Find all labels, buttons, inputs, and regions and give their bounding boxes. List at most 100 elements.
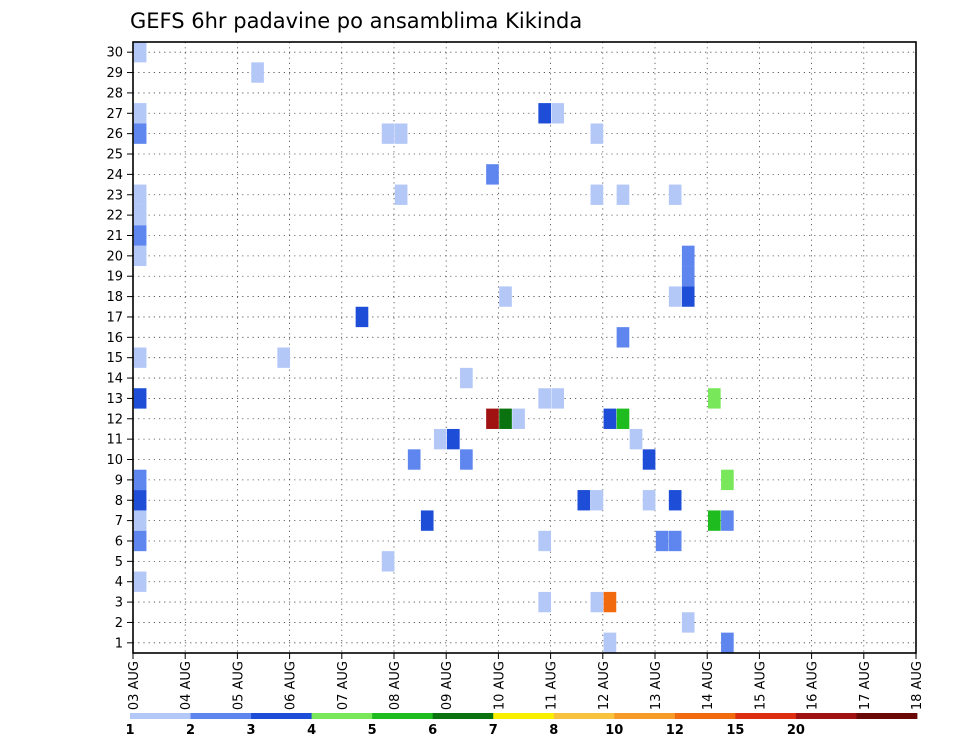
y-tick-label: 3 xyxy=(115,596,123,611)
data-cell xyxy=(133,388,147,409)
x-tick-label: 10 AUG xyxy=(492,661,507,710)
data-cell xyxy=(381,123,395,144)
y-tick-label: 20 xyxy=(106,249,123,264)
x-tick-label: 06 AUG xyxy=(284,661,299,710)
y-tick-label: 5 xyxy=(115,555,123,570)
y-tick-label: 6 xyxy=(115,534,123,549)
y-tick-label: 18 xyxy=(106,290,123,305)
y-tick-label: 17 xyxy=(106,310,123,325)
legend-swatch xyxy=(251,713,313,719)
data-cell xyxy=(616,408,630,429)
data-cell xyxy=(447,428,460,450)
y-tick-label: 2 xyxy=(115,616,123,631)
y-tick-label: 24 xyxy=(106,168,123,183)
legend-swatch xyxy=(130,713,191,719)
y-tick-label: 21 xyxy=(106,229,123,244)
color-legend: 1 2 3 4 5 6 7 8 10 12 15 20 xyxy=(125,713,918,738)
data-cell xyxy=(616,184,630,205)
legend-label: 8 xyxy=(549,723,558,738)
y-tick-label: 27 xyxy=(106,107,123,122)
y-tick-label: 10 xyxy=(106,453,123,468)
data-cell xyxy=(407,449,421,470)
data-cell xyxy=(512,408,525,429)
data-cell xyxy=(460,449,473,470)
legend-swatch xyxy=(190,713,252,719)
legend-label: 2 xyxy=(186,723,195,738)
data-cell xyxy=(460,367,473,389)
data-cell xyxy=(668,530,682,552)
data-cell xyxy=(133,204,147,226)
x-tick-label: 05 AUG xyxy=(231,661,246,710)
legend-label: 20 xyxy=(787,723,805,738)
data-cell xyxy=(708,510,721,531)
data-cell xyxy=(590,591,604,613)
legend-swatch xyxy=(493,713,555,719)
legend-label: 4 xyxy=(307,723,316,738)
y-tick-label: 13 xyxy=(106,392,123,407)
legend-swatch xyxy=(614,713,676,719)
legend-label: 12 xyxy=(666,723,684,738)
plot-frame xyxy=(132,41,917,654)
x-tick-label: 12 AUG xyxy=(597,661,612,710)
y-tick-label: 25 xyxy=(106,148,123,163)
data-cell xyxy=(538,103,551,124)
data-cell xyxy=(133,571,147,592)
y-tick-label: 19 xyxy=(106,270,123,285)
x-tick-label: 17 AUG xyxy=(858,661,873,710)
legend-swatch xyxy=(432,713,494,719)
legend-label: 15 xyxy=(726,723,744,738)
data-cell xyxy=(708,388,721,409)
data-cell xyxy=(133,42,147,63)
grid-lines xyxy=(132,42,917,653)
data-cell xyxy=(133,347,147,368)
y-tick-label: 9 xyxy=(115,473,123,488)
data-cell xyxy=(486,408,499,429)
data-cell xyxy=(590,123,604,144)
y-tick-label: 12 xyxy=(106,412,123,427)
data-cell xyxy=(616,327,630,348)
data-cell xyxy=(133,245,147,267)
y-tick-label: 30 xyxy=(106,46,123,61)
data-cell xyxy=(499,286,512,307)
data-cells xyxy=(133,42,734,653)
x-tick-label: 07 AUG xyxy=(336,661,351,710)
y-tick-label: 26 xyxy=(106,127,123,142)
data-cell xyxy=(681,286,695,307)
y-tick-label: 15 xyxy=(106,351,123,366)
data-cell xyxy=(538,530,551,552)
x-tick-label: 04 AUG xyxy=(179,661,194,710)
y-tick-label: 8 xyxy=(115,494,123,509)
x-axis: 03 AUG 04 AUG 05 AUG 06 AUG 07 AUG 08 AUG 09 A… xyxy=(127,653,925,710)
data-cell xyxy=(668,184,682,205)
data-cell xyxy=(133,225,147,246)
data-cell xyxy=(642,449,656,470)
chart-title: GEFS 6hr padavine po ansamblima Kikinda xyxy=(130,9,582,33)
x-tick-label: 18 AUG xyxy=(910,661,925,710)
x-tick-label: 15 AUG xyxy=(753,661,768,710)
data-cell xyxy=(551,388,565,409)
legend-label: 6 xyxy=(428,723,437,738)
data-cell xyxy=(394,184,408,205)
x-tick-label: 13 AUG xyxy=(649,661,664,710)
y-tick-label: 14 xyxy=(106,372,123,387)
y-tick-label: 1 xyxy=(115,636,123,651)
data-cell xyxy=(655,530,669,552)
data-cell xyxy=(590,490,604,511)
data-cell xyxy=(394,123,408,144)
x-tick-label: 11 AUG xyxy=(545,661,560,710)
y-tick-label: 23 xyxy=(106,188,123,203)
data-cell xyxy=(721,469,734,491)
data-cell xyxy=(642,490,656,511)
y-tick-label: 28 xyxy=(106,86,123,101)
data-cell xyxy=(381,551,395,572)
data-cell xyxy=(577,490,591,511)
data-cell xyxy=(538,388,551,409)
data-cell xyxy=(603,632,617,653)
y-tick-label: 4 xyxy=(115,575,123,590)
data-cell xyxy=(277,347,290,368)
legend-swatch xyxy=(553,713,615,719)
data-cell xyxy=(551,103,565,124)
y-axis: 1234567891011121314151617181920212223242… xyxy=(106,46,133,651)
legend-swatch xyxy=(674,713,736,719)
